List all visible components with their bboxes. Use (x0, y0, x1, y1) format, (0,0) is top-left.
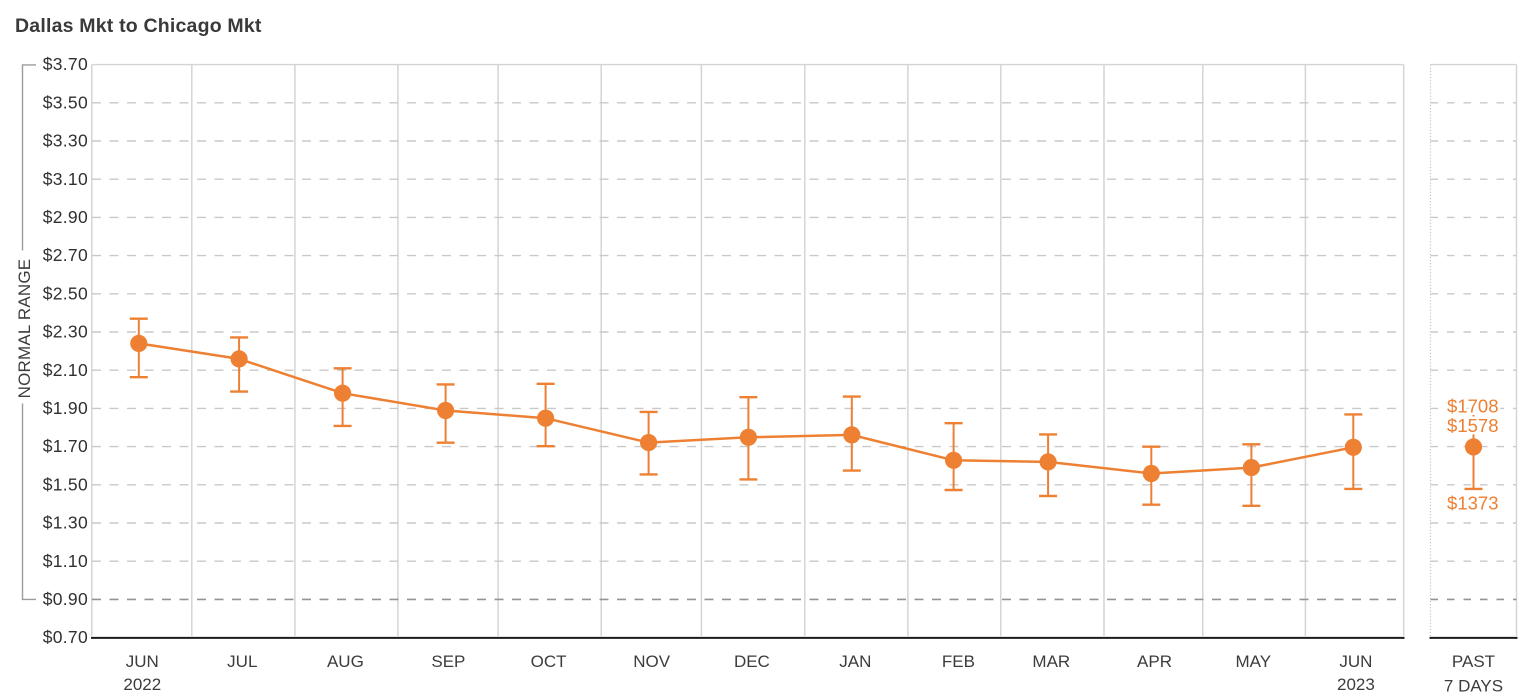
svg-text:$2.70: $2.70 (43, 245, 88, 265)
svg-text:$0.90: $0.90 (43, 589, 88, 609)
svg-text:DEC: DEC (734, 652, 770, 671)
svg-text:$2.90: $2.90 (43, 207, 88, 227)
svg-text:JUL: JUL (227, 652, 257, 671)
svg-text:$3.70: $3.70 (43, 54, 88, 74)
svg-text:7 DAYS: 7 DAYS (1444, 677, 1503, 694)
svg-text:JUN: JUN (1339, 652, 1372, 671)
svg-text:$1708: $1708 (1447, 396, 1498, 417)
svg-text:$1.50: $1.50 (43, 474, 88, 494)
svg-text:$3.30: $3.30 (43, 131, 88, 151)
svg-text:Dallas Mkt to Chicago Mkt: Dallas Mkt to Chicago Mkt (15, 15, 262, 37)
svg-text:NORMAL RANGE: NORMAL RANGE (15, 259, 34, 399)
svg-text:$3.10: $3.10 (43, 169, 88, 189)
svg-text:2023: 2023 (1337, 675, 1375, 694)
svg-text:2022: 2022 (123, 675, 161, 694)
svg-text:$1.10: $1.10 (43, 551, 88, 571)
svg-text:FEB: FEB (942, 652, 975, 671)
svg-text:MAY: MAY (1236, 652, 1272, 671)
svg-text:$1578: $1578 (1447, 415, 1498, 436)
svg-text:$2.10: $2.10 (43, 360, 88, 380)
svg-text:$1.90: $1.90 (43, 398, 88, 418)
svg-text:APR: APR (1137, 652, 1172, 671)
svg-text:$1.70: $1.70 (43, 436, 88, 456)
svg-text:MAR: MAR (1032, 652, 1070, 671)
svg-text:$1373: $1373 (1447, 492, 1498, 513)
svg-text:SEP: SEP (431, 652, 465, 671)
svg-text:$2.30: $2.30 (43, 322, 88, 342)
svg-text:OCT: OCT (531, 652, 567, 671)
svg-text:AUG: AUG (327, 652, 364, 671)
svg-text:$1.30: $1.30 (43, 513, 88, 533)
svg-text:$2.50: $2.50 (43, 283, 88, 303)
svg-text:JUN: JUN (126, 652, 159, 671)
svg-text:JAN: JAN (839, 652, 871, 671)
svg-text:PAST: PAST (1452, 652, 1495, 671)
svg-text:$0.70: $0.70 (43, 627, 88, 647)
svg-text:$3.50: $3.50 (43, 92, 88, 112)
svg-text:NOV: NOV (633, 652, 671, 671)
